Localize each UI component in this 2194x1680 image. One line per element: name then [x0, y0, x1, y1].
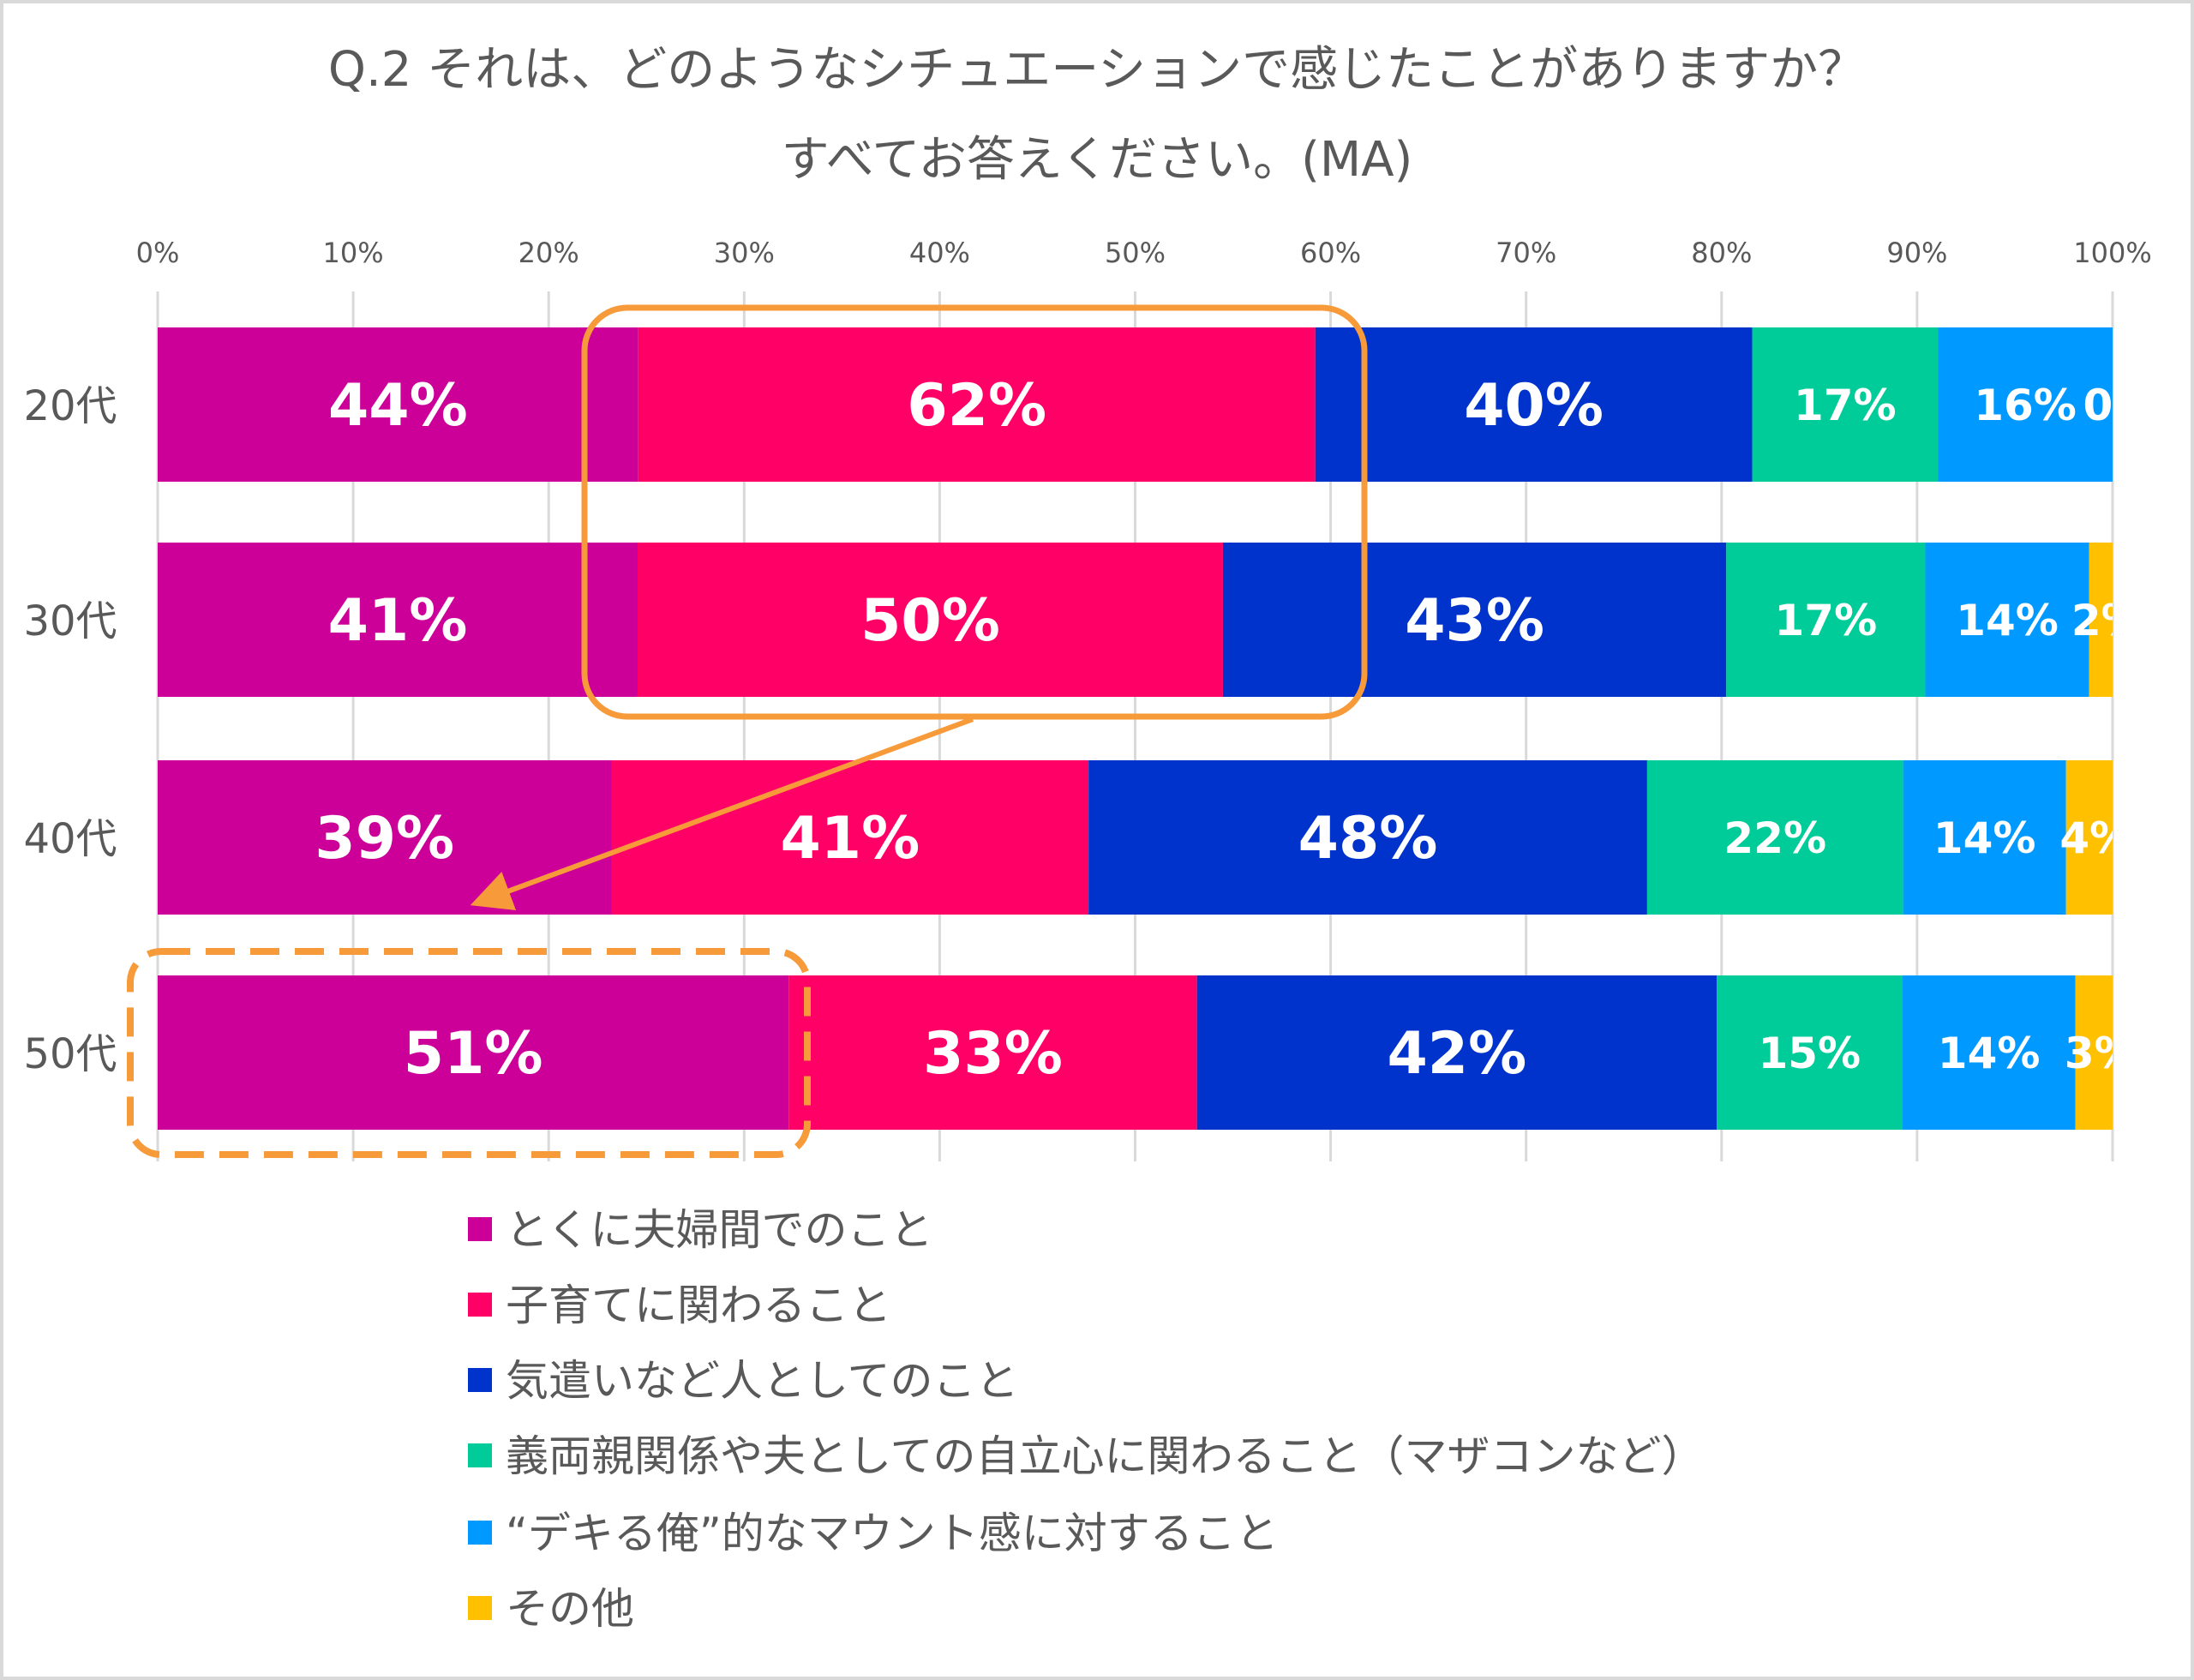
x-tick-label: 30% — [714, 237, 775, 269]
legend-label: 子育てに関わること — [506, 1281, 891, 1330]
legend-swatch — [468, 1217, 492, 1241]
bar-segment — [1646, 760, 1903, 915]
x-tick-label: 80% — [1691, 237, 1752, 269]
legend-swatch — [468, 1521, 492, 1545]
data-label: 14% — [1956, 596, 2059, 645]
data-label: 4% — [2059, 813, 2132, 863]
bar-segment — [158, 543, 638, 697]
bar-segment — [158, 975, 789, 1130]
bar-segment — [1752, 327, 1939, 482]
legend-swatch — [468, 1443, 492, 1467]
data-label: 43% — [1405, 587, 1544, 655]
legend-swatch — [468, 1368, 492, 1392]
legend-label: “デキる俺”的なマウント感に対すること — [506, 1509, 1279, 1558]
bar-segment — [1726, 543, 1926, 697]
category-label: 40代 — [23, 815, 117, 863]
x-tick-label: 100% — [2073, 237, 2151, 269]
bar-segment — [2089, 543, 2113, 697]
bar-segment — [158, 760, 612, 915]
x-tick-label: 40% — [909, 237, 970, 269]
data-label: 16% — [1974, 381, 2077, 430]
x-tick-label: 0% — [136, 237, 180, 269]
highlight-box-childcare — [581, 304, 1368, 720]
legend-swatch — [468, 1596, 492, 1620]
data-label: 40% — [1464, 372, 1604, 440]
data-label: 41% — [328, 587, 468, 655]
legend-label: 気遣いなど人としてのこと — [506, 1356, 1019, 1406]
bar-segment — [1315, 327, 1753, 482]
data-label: 42% — [1387, 1020, 1526, 1088]
data-label: 14% — [1933, 813, 2036, 863]
data-label: 48% — [1298, 805, 1438, 873]
data-label: 22% — [1723, 813, 1826, 863]
data-label: 17% — [1775, 596, 1878, 645]
data-label: 33% — [923, 1020, 1063, 1088]
highlight-dashed-box-50s — [127, 948, 811, 1158]
bar-segment — [1938, 327, 2113, 482]
x-tick-label: 10% — [323, 237, 384, 269]
legend-label: 義両親関係や夫としての自立心に関わること（マザコンなど） — [506, 1431, 1705, 1481]
bar-segment — [1088, 760, 1647, 915]
bar-segment — [1903, 760, 2066, 915]
x-tick-label: 60% — [1300, 237, 1361, 269]
data-label: 2% — [2071, 596, 2144, 645]
bar-segment — [638, 327, 1316, 482]
bar-segment — [2075, 975, 2113, 1130]
data-label: 3% — [2065, 1029, 2137, 1078]
chart-subtitle: すべてお答えください。(MA) — [782, 132, 1413, 188]
category-label: 30代 — [23, 597, 117, 645]
data-label: 15% — [1758, 1029, 1861, 1078]
data-label: 44% — [328, 372, 468, 440]
annotation-arrow — [470, 717, 974, 911]
bar-segment — [1196, 975, 1717, 1130]
legend-label: その他 — [506, 1584, 634, 1634]
data-label: 17% — [1794, 381, 1897, 430]
category-label: 50代 — [23, 1030, 117, 1078]
legend-swatch — [468, 1293, 492, 1317]
data-label: 62% — [907, 372, 1046, 440]
data-label: 41% — [780, 805, 920, 873]
x-tick-label: 70% — [1496, 237, 1556, 269]
bar-segment — [638, 543, 1223, 697]
chart-title: Q.2 それは、どのようなシチュエーションで感じたことがありますか？ — [328, 42, 1866, 98]
bar-segment — [158, 327, 638, 482]
bar-segment — [2065, 760, 2113, 915]
bar-segment — [1925, 543, 2089, 697]
data-label: 39% — [315, 805, 454, 873]
data-label: 50% — [860, 587, 1000, 655]
data-label: 51% — [404, 1020, 543, 1088]
bar-segment — [1222, 543, 1727, 697]
data-label: 14% — [1938, 1029, 2041, 1078]
x-tick-label: 50% — [1105, 237, 1166, 269]
x-tick-label: 90% — [1886, 237, 1947, 269]
bar-segment — [1902, 975, 2076, 1130]
bar-segment — [1717, 975, 1903, 1130]
bar-segment — [788, 975, 1197, 1130]
category-label: 20代 — [23, 382, 117, 430]
legend-label: とくに夫婦間でのこと — [506, 1205, 933, 1255]
data-label: 0% — [2083, 381, 2156, 430]
x-tick-label: 20% — [519, 237, 579, 269]
bar-segment — [611, 760, 1089, 915]
